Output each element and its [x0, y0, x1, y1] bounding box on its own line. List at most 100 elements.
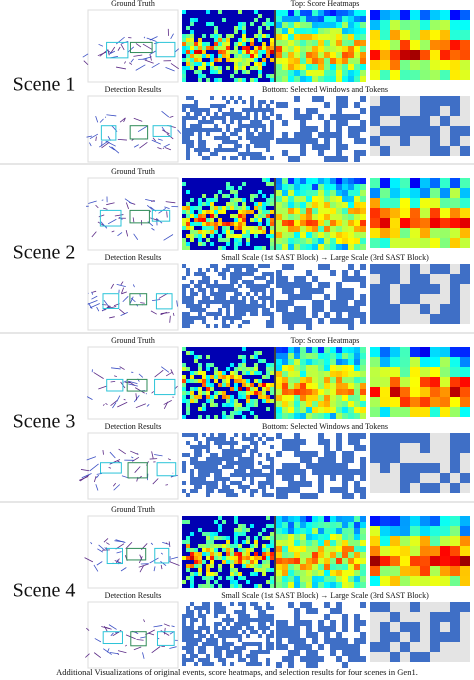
heatmap-cell [460, 556, 470, 566]
heatmap-cell [330, 16, 336, 22]
heatmap-cell [312, 359, 318, 365]
selected-token [266, 614, 270, 618]
upper-label: Ground Truth [111, 505, 155, 514]
heatmap-cell [288, 534, 294, 540]
selected-token [238, 96, 242, 100]
selected-token [262, 618, 266, 622]
heatmap-cell [258, 403, 262, 407]
selected-token [190, 654, 194, 658]
heatmap-cell [360, 46, 366, 52]
heatmap-cell [288, 516, 294, 522]
heatmap-cell [330, 226, 336, 232]
selected-token [198, 144, 202, 148]
heatmap-cell [430, 198, 440, 208]
heatmap-cell [318, 184, 324, 190]
selected-token [182, 136, 186, 140]
heatmap-cell [380, 70, 390, 80]
event-stroke [169, 646, 177, 649]
heatmap-cell [246, 536, 250, 540]
selected-token [210, 453, 214, 457]
selected-token [354, 156, 360, 162]
selected-token [294, 469, 300, 475]
heatmap-cell [450, 50, 460, 60]
event-stroke [153, 566, 156, 572]
heatmap-cell [190, 42, 194, 46]
heatmap-cell [348, 52, 354, 58]
selected-token [336, 602, 342, 608]
heatmap-cell [218, 403, 222, 407]
heatmap-cell [354, 238, 360, 244]
heatmap-cell [318, 238, 324, 244]
heatmap-cell [276, 353, 282, 359]
heatmap-cell [276, 522, 282, 528]
heatmap-cell [354, 347, 360, 353]
heatmap-cell [238, 528, 242, 532]
selected-token [214, 469, 218, 473]
selected-token [202, 120, 206, 124]
selected-token [198, 148, 202, 152]
heatmap-cell [186, 347, 190, 351]
heatmap-cell [342, 546, 348, 552]
heatmap-cell [300, 184, 306, 190]
heatmap-cell [258, 572, 262, 576]
selected-token [206, 489, 210, 493]
selected-token [210, 264, 214, 268]
heatmap-cell [218, 576, 222, 580]
heatmap-cell [186, 516, 190, 520]
heatmap-cell [226, 46, 230, 50]
selected-token [246, 264, 250, 268]
selected-token [276, 276, 282, 282]
heatmap-cell [246, 246, 250, 250]
heatmap-cell [380, 546, 390, 556]
heatmap-cell [198, 46, 202, 50]
heatmap-cell [360, 52, 366, 58]
selected-token [330, 318, 336, 324]
heatmap-cell [194, 359, 198, 363]
selected-token [390, 304, 400, 314]
selected-token [182, 104, 186, 108]
selected-token [234, 292, 238, 296]
selected-token [238, 465, 242, 469]
selected-token [306, 656, 312, 662]
event-stroke [86, 396, 93, 401]
heatmap-cell [348, 528, 354, 534]
selected-token [380, 146, 390, 156]
heatmap-cell [250, 218, 254, 222]
selected-token [218, 457, 222, 461]
heatmap-cell [218, 230, 222, 234]
selected-token [450, 274, 460, 284]
heatmap-cell [318, 371, 324, 377]
heatmap-cell [360, 383, 366, 389]
heatmap-cell [258, 34, 262, 38]
selected-token [360, 282, 366, 288]
bounding-box [102, 293, 120, 309]
heatmap-cell [190, 186, 194, 190]
heatmap-cell [234, 34, 238, 38]
heatmap-cell [202, 359, 206, 363]
heatmap-cell [194, 246, 198, 250]
event-stroke [130, 58, 134, 63]
heatmap-cell [194, 556, 198, 560]
heatmap-cell [266, 524, 270, 528]
event-stroke [115, 66, 127, 70]
selected-token [306, 451, 312, 457]
selected-token [254, 654, 258, 658]
heatmap-cell [202, 383, 206, 387]
heatmap-cell [190, 242, 194, 246]
heatmap-cell [210, 528, 214, 532]
selected-token [230, 441, 234, 445]
heatmap-cell [230, 62, 234, 66]
heatmap-cell [202, 411, 206, 415]
event-stroke [93, 564, 99, 572]
selected-token [312, 300, 318, 306]
selected-token [262, 622, 266, 626]
heatmap-cell [330, 516, 336, 522]
heatmap-cell [400, 347, 410, 357]
heatmap-cell [206, 528, 210, 532]
heatmap-cell [246, 375, 250, 379]
heatmap-cell [190, 50, 194, 54]
heatmap-cell [198, 22, 202, 26]
heatmap-cell [210, 230, 214, 234]
heatmap-cell [258, 238, 262, 242]
heatmap-cell [194, 178, 198, 182]
